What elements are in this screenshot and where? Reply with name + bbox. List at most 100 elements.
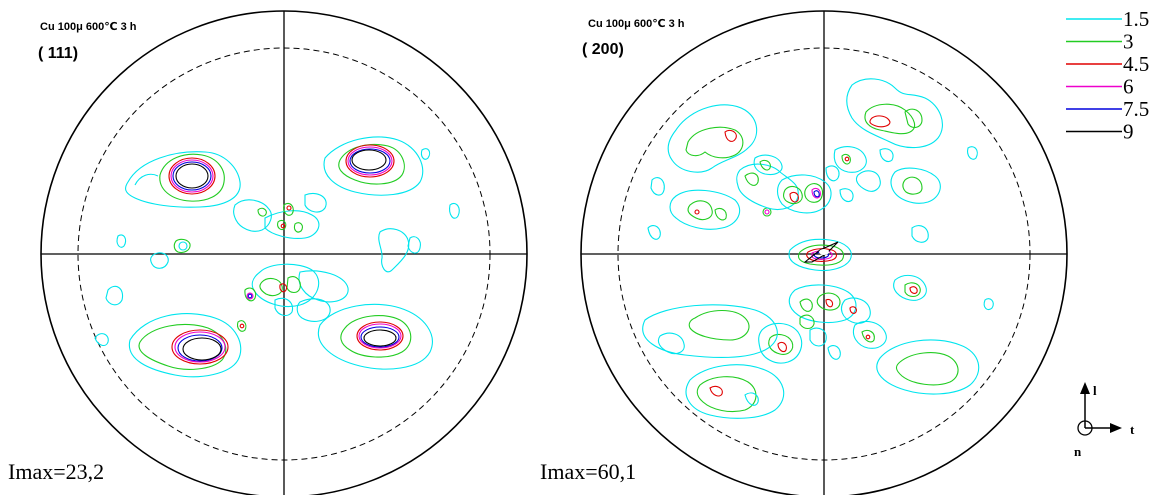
contour-level-45 — [825, 298, 834, 308]
contour-level-45 — [849, 306, 857, 314]
contour-level-45 — [168, 157, 216, 195]
contour-level-30 — [277, 219, 287, 231]
contour-level-15 — [304, 192, 327, 213]
contour-level-30 — [687, 200, 713, 221]
contour-level-15 — [647, 225, 661, 240]
contour-level-60 — [347, 146, 393, 176]
contour-level-15 — [911, 225, 929, 243]
contour-level-90 — [175, 163, 209, 189]
contour-level-90 — [803, 241, 839, 263]
contour-level-30 — [340, 315, 412, 358]
contour-level-45 — [909, 286, 918, 294]
contour-level-75 — [349, 148, 391, 174]
contour-level-30 — [286, 276, 301, 294]
contour-lines — [642, 78, 994, 419]
plane-label: ( 200) — [582, 41, 624, 58]
contour-level-30 — [904, 108, 923, 129]
contour-level-15 — [650, 177, 665, 196]
contour-level-15 — [852, 320, 887, 349]
contour-level-15 — [753, 154, 783, 176]
contour-level-15 — [879, 148, 894, 163]
contour-level-30 — [864, 103, 916, 135]
contour-level-30 — [237, 320, 247, 332]
contour-level-45 — [869, 115, 891, 128]
contour-level-30 — [696, 376, 757, 413]
contour-level-30 — [159, 153, 225, 202]
contour-level-15 — [758, 322, 803, 364]
legend-label: 1.5 — [1123, 7, 1149, 31]
contour-level-15 — [134, 173, 159, 186]
contour-level-30 — [759, 159, 771, 171]
legend-label: 4.5 — [1123, 52, 1149, 76]
contour-level-45 — [279, 283, 288, 293]
contour-level-75 — [247, 293, 253, 299]
contour-level-30 — [799, 314, 815, 330]
contour-level-30 — [799, 298, 813, 312]
contour-level-30 — [257, 207, 267, 217]
normal-axis-label: n — [1074, 444, 1082, 459]
contour-level-15 — [378, 228, 410, 273]
contour-level-15 — [298, 270, 349, 303]
contour-level-15 — [890, 167, 941, 204]
contour-level-15 — [657, 332, 685, 355]
contour-level-15 — [150, 252, 169, 269]
contour-level-30 — [685, 126, 744, 159]
contour-level-15 — [128, 313, 242, 378]
contour-level-15 — [449, 202, 460, 219]
up-arrow-head — [1080, 382, 1090, 394]
contour-level-90 — [363, 329, 397, 347]
contour-level-15 — [788, 238, 852, 272]
sample-label: Cu 100μ 600℃ 3 h — [40, 21, 137, 33]
contour-level-30 — [783, 185, 803, 205]
contour-level-30 — [895, 352, 959, 386]
contour-level-45 — [806, 248, 838, 262]
contour-level-15 — [264, 210, 320, 239]
contour-level-15 — [893, 274, 927, 301]
contour-level-15 — [251, 263, 320, 308]
contour-level-15 — [233, 199, 272, 232]
sample-axes-indicator: l t n — [1074, 382, 1135, 459]
contour-lines — [94, 136, 460, 378]
contour-level-30 — [138, 323, 227, 370]
contour-level-60 — [174, 331, 226, 363]
contour-level-45 — [345, 144, 395, 178]
contour-level-15 — [776, 174, 832, 214]
pole-figure-111: Cu 100μ 600℃ 3 h ( 111) Imax=23,2 — [8, 10, 528, 495]
imax-label: Imax=23,2 — [8, 459, 104, 484]
contour-level-30 — [293, 222, 303, 233]
contour-level-15 — [825, 165, 840, 182]
contour-level-30 — [762, 207, 772, 217]
right-axis-label: t — [1130, 422, 1135, 437]
contour-level-30 — [902, 176, 923, 195]
contour-level-90 — [182, 337, 222, 361]
contour-level-45 — [709, 385, 723, 397]
legend-label: 9 — [1123, 120, 1134, 144]
contour-level-30 — [259, 277, 283, 297]
contour-level-30 — [244, 287, 257, 302]
contour-level-15 — [983, 298, 994, 311]
contour-level-15 — [116, 234, 127, 248]
contour-level-30 — [804, 183, 824, 203]
contour-level-30 — [768, 333, 794, 355]
contour-level-45 — [789, 191, 799, 203]
contour-level-75 — [360, 326, 400, 348]
legend-label: 6 — [1123, 75, 1134, 99]
contour-level-60 — [170, 159, 214, 193]
contour-level-15 — [317, 303, 433, 370]
contour-level-30 — [283, 202, 294, 216]
contour-level-75 — [177, 334, 223, 362]
contour-level-15 — [274, 297, 294, 317]
plane-label: ( 111) — [38, 45, 78, 62]
contour-level-45 — [844, 156, 850, 162]
sample-label: Cu 100μ 600℃ 3 h — [588, 18, 685, 30]
contour-level-60 — [246, 292, 254, 300]
right-arrow-head — [1110, 423, 1122, 433]
contour-level-30 — [744, 172, 759, 186]
normal-circle — [1077, 420, 1093, 436]
contour-level-15 — [876, 339, 980, 395]
contour-level-75 — [172, 161, 212, 191]
contour-level-75 — [813, 190, 820, 198]
legend-label: 3 — [1123, 30, 1134, 54]
contour-level-30 — [841, 153, 851, 165]
contour-level-15 — [839, 188, 854, 203]
